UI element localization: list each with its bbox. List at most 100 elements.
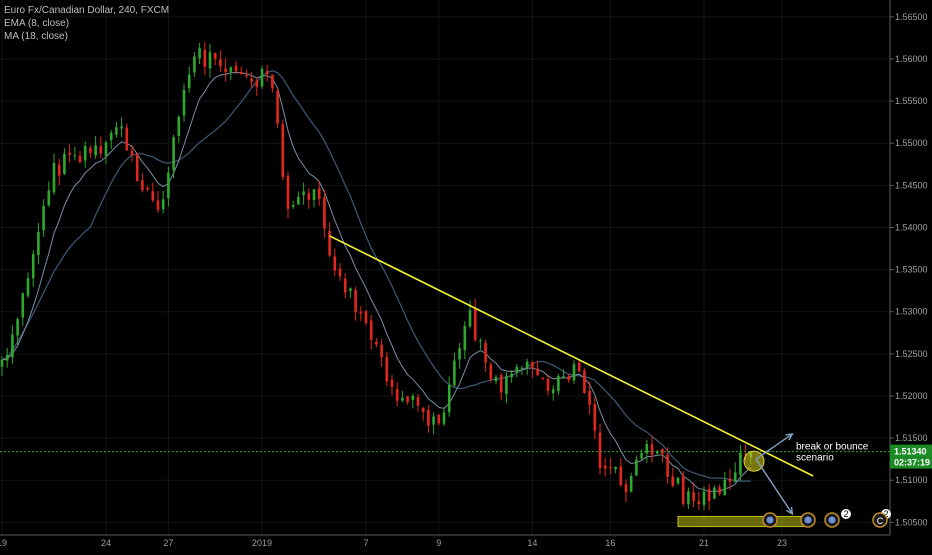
candle-down: [156, 191, 160, 214]
candle-body: [349, 288, 352, 291]
candles-layer[interactable]: [0, 42, 753, 510]
event-icon-core: [766, 516, 774, 524]
candle-body: [47, 190, 51, 206]
candle-body: [505, 375, 508, 395]
candle-body: [577, 362, 581, 372]
candle-body: [328, 231, 331, 256]
candle-body: [406, 396, 409, 403]
candle-body: [11, 334, 14, 358]
candle-body: [463, 326, 467, 351]
candle-body: [161, 199, 165, 210]
candle-body: [78, 155, 82, 163]
time-tick-label: 27: [163, 538, 173, 548]
candle-body: [120, 126, 123, 129]
candle-up: [0, 356, 4, 377]
dividend-icon[interactable]: C: [872, 512, 888, 528]
candle-up: [635, 455, 638, 476]
candle-up: [515, 363, 519, 378]
candle-up: [349, 287, 352, 298]
candle-body: [203, 49, 207, 67]
candle-body: [650, 444, 654, 455]
economic-event-icon[interactable]: [762, 512, 778, 528]
candle-body: [707, 488, 711, 501]
candle-body: [265, 71, 269, 75]
candle-down: [57, 158, 61, 186]
candle-body: [697, 501, 701, 504]
price-tick-label: 1.52000: [895, 391, 928, 401]
candle-up: [172, 134, 175, 179]
candle-body: [432, 416, 435, 425]
candle-down: [567, 374, 571, 383]
candle-body: [562, 376, 565, 378]
candle-down: [130, 144, 134, 162]
candle-down: [364, 309, 368, 326]
time-tick-label: 7: [363, 538, 368, 548]
candle-down: [499, 372, 503, 401]
price-tick-label: 1.54000: [895, 222, 928, 232]
candle-body: [229, 67, 233, 72]
time-tick-label: 21: [699, 538, 709, 548]
ma-legend: MA (18, close): [4, 31, 68, 42]
candle-up: [447, 376, 451, 417]
candle-up: [11, 325, 14, 364]
candle-up: [733, 462, 737, 483]
candle-down: [427, 405, 430, 434]
candle-body: [16, 319, 19, 336]
candle-body: [250, 78, 253, 82]
candle-body: [323, 197, 326, 229]
candle-down: [531, 360, 534, 378]
candle-body: [411, 395, 415, 400]
candle-body: [681, 475, 685, 504]
candle-down: [343, 273, 347, 299]
candle-body: [317, 188, 321, 199]
candle-down: [333, 248, 337, 276]
candle-up: [401, 391, 404, 403]
time-tick-label: 14: [527, 538, 537, 548]
candle-body: [37, 231, 40, 255]
candle-body: [94, 145, 97, 156]
candle-down: [213, 52, 217, 66]
candle-body: [57, 164, 61, 176]
candle-down: [718, 484, 721, 496]
candle-up: [312, 189, 316, 208]
candle-body: [281, 124, 285, 178]
candle-down: [593, 397, 597, 439]
candle-down: [380, 338, 383, 367]
candle-body: [666, 454, 669, 477]
time-tick-label: 16: [605, 538, 615, 548]
candle-up: [562, 369, 565, 379]
candle-body: [494, 376, 498, 382]
candle-up: [104, 140, 108, 165]
candle-down: [276, 88, 279, 128]
candle-body: [619, 466, 623, 485]
candle-up: [291, 200, 295, 209]
candle-down: [416, 393, 420, 412]
candle-body: [255, 80, 259, 88]
price-tag-countdown: 02:37:19: [894, 458, 930, 468]
economic-event-icon[interactable]: [824, 512, 840, 528]
arrow-head: [786, 506, 794, 516]
ema-legend: EMA (8, close): [4, 18, 70, 29]
candle-up: [182, 83, 186, 122]
candle-down: [125, 123, 129, 151]
candle-down: [681, 470, 685, 507]
candle-body: [702, 491, 706, 505]
price-tick-label: 1.55500: [895, 96, 928, 106]
event-icon-core: [804, 516, 812, 524]
candle-up: [229, 66, 233, 80]
economic-event-icon[interactable]: [800, 512, 816, 528]
candle-body: [167, 172, 170, 199]
candle-up: [167, 166, 170, 207]
price-tick-label: 1.56000: [895, 54, 928, 64]
candle-body: [598, 432, 602, 469]
candle-up: [614, 466, 617, 474]
candle-down: [484, 339, 487, 373]
candle-down: [307, 188, 311, 209]
candle-down: [281, 119, 285, 181]
candle-down: [650, 435, 654, 463]
